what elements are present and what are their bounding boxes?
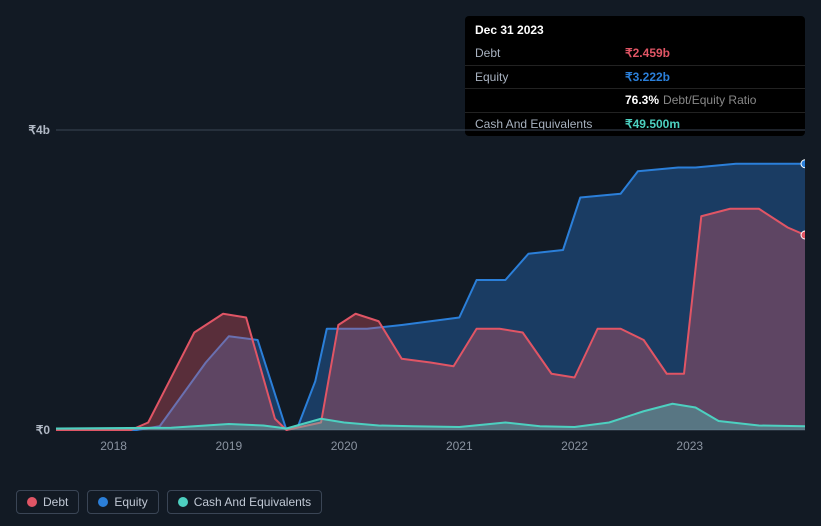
legend-label: Cash And Equivalents [194, 495, 311, 509]
chart-legend: Debt Equity Cash And Equivalents [16, 490, 322, 514]
tooltip-row-suffix: Debt/Equity Ratio [663, 93, 756, 107]
legend-dot-icon [178, 497, 188, 507]
tooltip-row-value: ₹3.222b [625, 69, 670, 86]
svg-text:2020: 2020 [331, 439, 358, 453]
svg-text:₹0: ₹0 [36, 423, 51, 437]
svg-text:2021: 2021 [446, 439, 473, 453]
svg-text:2018: 2018 [100, 439, 127, 453]
svg-text:2019: 2019 [215, 439, 242, 453]
tooltip-row-value: 76.3%Debt/Equity Ratio [625, 92, 756, 109]
legend-item[interactable]: Debt [16, 490, 79, 514]
legend-dot-icon [98, 497, 108, 507]
legend-label: Debt [43, 495, 68, 509]
tooltip-row-label: Debt [475, 45, 625, 62]
tooltip-row-label [475, 92, 625, 109]
svg-text:2023: 2023 [676, 439, 703, 453]
tooltip-row: Equity₹3.222b [465, 66, 805, 90]
svg-text:₹4b: ₹4b [28, 123, 50, 137]
legend-item[interactable]: Equity [87, 490, 158, 514]
tooltip-row: 76.3%Debt/Equity Ratio [465, 89, 805, 113]
tooltip-date: Dec 31 2023 [465, 16, 805, 42]
tooltip-row-value: ₹2.459b [625, 45, 670, 62]
tooltip-row: Debt₹2.459b [465, 42, 805, 66]
svg-text:2022: 2022 [561, 439, 588, 453]
legend-dot-icon [27, 497, 37, 507]
debt-equity-chart: ₹0 ₹4b 2018 2019 2020 2021 2022 2023 [16, 120, 805, 470]
legend-label: Equity [114, 495, 147, 509]
tooltip-row-label: Equity [475, 69, 625, 86]
legend-item[interactable]: Cash And Equivalents [167, 490, 322, 514]
chart-canvas: ₹0 ₹4b 2018 2019 2020 2021 2022 2023 [16, 120, 805, 480]
chart-tooltip: Dec 31 2023 Debt₹2.459bEquity₹3.222b76.3… [465, 16, 805, 136]
